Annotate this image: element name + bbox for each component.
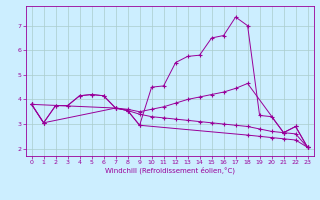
X-axis label: Windchill (Refroidissement éolien,°C): Windchill (Refroidissement éolien,°C) xyxy=(105,167,235,174)
